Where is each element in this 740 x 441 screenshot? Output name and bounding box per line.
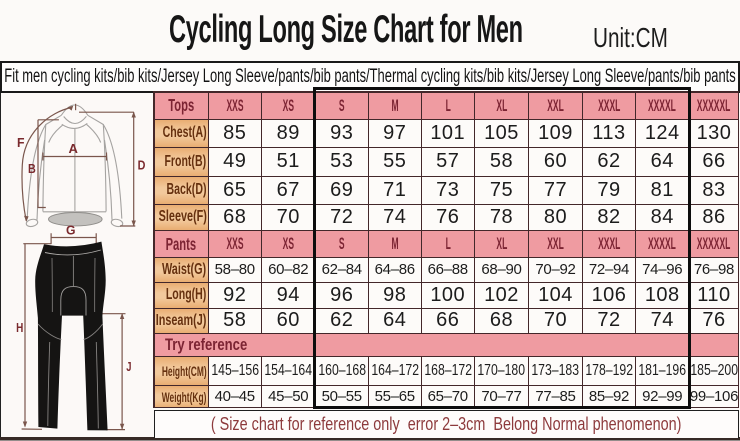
svg-text:D: D [138, 158, 146, 173]
svg-text:J: J [126, 359, 131, 374]
svg-text:F: F [17, 135, 25, 150]
svg-text:A: A [69, 141, 79, 156]
svg-text:H: H [16, 320, 23, 335]
svg-text:B: B [28, 161, 36, 176]
svg-text:G: G [66, 223, 76, 238]
